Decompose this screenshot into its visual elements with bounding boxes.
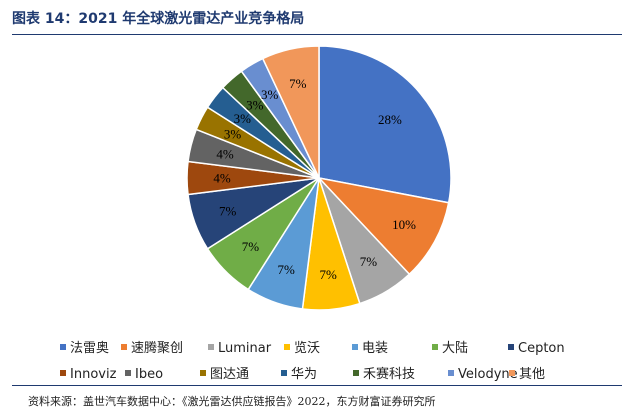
slice-label-12: 3% bbox=[261, 87, 279, 102]
legend-label-9: 图达通 bbox=[210, 367, 249, 382]
legend-item-0: 法雷奥 bbox=[60, 341, 109, 356]
legend-item-7: Innoviz bbox=[60, 367, 117, 382]
legend-item-6: Cepton bbox=[508, 341, 565, 356]
legend-label-13: 其他 bbox=[519, 367, 545, 382]
slice-label-3: 7% bbox=[319, 267, 337, 282]
legend-swatch-3 bbox=[284, 344, 290, 350]
legend-swatch-12 bbox=[448, 370, 454, 376]
slice-label-7: 4% bbox=[213, 171, 231, 186]
legend-label-1: 速腾聚创 bbox=[131, 340, 183, 356]
legend-swatch-9 bbox=[200, 370, 206, 376]
legend-item-12: Velodyne bbox=[448, 367, 518, 382]
legend-swatch-6 bbox=[508, 344, 514, 350]
legend-item-1: 速腾聚创 bbox=[121, 340, 183, 356]
legend-label-11: 禾赛科技 bbox=[363, 366, 415, 382]
legend-item-8: Ibeo bbox=[125, 367, 163, 382]
legend-swatch-11 bbox=[353, 370, 359, 376]
legend-label-4: 电装 bbox=[362, 341, 388, 356]
legend-swatch-8 bbox=[125, 370, 131, 376]
legend-label-3: 览沃 bbox=[294, 340, 320, 356]
slice-label-2: 7% bbox=[360, 254, 378, 269]
slice-label-10: 3% bbox=[234, 111, 252, 126]
legend-item-9: 图达通 bbox=[200, 367, 249, 382]
legend-swatch-5 bbox=[432, 344, 438, 350]
legend-swatch-7 bbox=[60, 370, 66, 376]
legend-item-11: 禾赛科技 bbox=[353, 366, 415, 382]
legend-item-3: 览沃 bbox=[284, 340, 320, 356]
pie-slice-13 bbox=[261, 45, 320, 179]
legend-swatch-1 bbox=[121, 344, 127, 350]
slice-label-13: 7% bbox=[289, 76, 307, 91]
source-rule bbox=[12, 385, 622, 386]
legend-item-10: 华为 bbox=[281, 367, 317, 382]
legend-swatch-0 bbox=[60, 344, 66, 350]
chart-title: 图表 14：2021 年全球激光雷达产业竞争格局 bbox=[12, 11, 305, 27]
slice-label-8: 4% bbox=[216, 146, 234, 161]
legend-item-13: 其他 bbox=[509, 367, 545, 382]
slice-label-11: 3% bbox=[246, 98, 264, 113]
slice-label-0: 28% bbox=[378, 112, 402, 127]
legend-item-5: 大陆 bbox=[432, 340, 468, 356]
legend-label-2: Luminar bbox=[218, 341, 272, 356]
legend-label-8: Ibeo bbox=[135, 367, 163, 382]
slice-label-9: 3% bbox=[224, 126, 242, 141]
legend-swatch-13 bbox=[509, 370, 515, 376]
legend-item-2: Luminar bbox=[208, 341, 272, 356]
legend-swatch-2 bbox=[208, 344, 214, 350]
slice-label-6: 7% bbox=[219, 203, 237, 218]
legend-label-5: 大陆 bbox=[442, 340, 468, 356]
title-rule bbox=[12, 34, 622, 35]
pie-slice-1 bbox=[316, 176, 450, 276]
pie-slice-0 bbox=[318, 45, 452, 204]
source-note: 资料来源：盖世汽车数据中心：《激光雷达供应链报告》2022，东方财富证券研究所 bbox=[28, 395, 436, 408]
legend-label-10: 华为 bbox=[291, 367, 317, 382]
legend-label-7: Innoviz bbox=[70, 367, 117, 382]
legend-swatch-10 bbox=[281, 370, 287, 376]
legend-swatch-4 bbox=[352, 344, 358, 350]
legend-label-0: 法雷奥 bbox=[70, 341, 109, 356]
slice-label-5: 7% bbox=[242, 239, 260, 254]
slice-label-4: 7% bbox=[277, 262, 295, 277]
legend-label-12: Velodyne bbox=[458, 367, 518, 382]
legend-label-6: Cepton bbox=[518, 341, 565, 356]
legend-item-4: 电装 bbox=[352, 341, 388, 356]
slice-label-1: 10% bbox=[392, 217, 416, 232]
